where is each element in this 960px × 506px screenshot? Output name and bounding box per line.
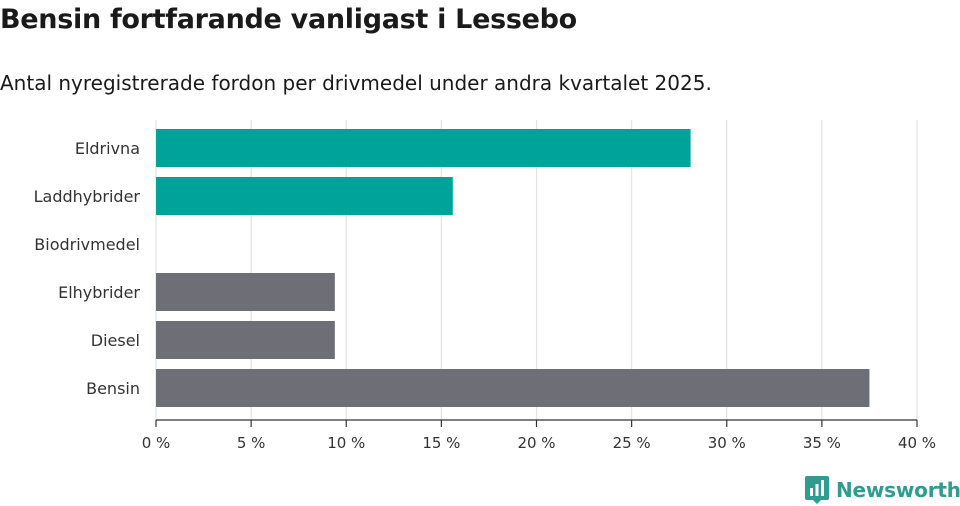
category-label: Eldrivna xyxy=(75,139,140,158)
x-tick-label: 15 % xyxy=(422,434,460,452)
x-tick-label: 0 % xyxy=(142,434,171,452)
bar xyxy=(156,129,691,167)
chart-title: Bensin fortfarande vanligast i Lessebo xyxy=(0,4,577,35)
x-tick-label: 30 % xyxy=(708,434,746,452)
category-label: Bensin xyxy=(86,379,140,398)
chart-subtitle: Antal nyregistrerade fordon per drivmede… xyxy=(0,71,712,95)
brand-name: Newsworthy xyxy=(836,478,960,502)
bar xyxy=(156,369,870,407)
bar-chart: Eldrivna Laddhybrider Biodrivmedel Elhybrid… xyxy=(34,120,936,452)
bar-chart-badge-icon xyxy=(805,476,829,504)
x-tick-label: 35 % xyxy=(803,434,841,452)
brand-logo: Newsworthy xyxy=(804,474,960,506)
category-label: Laddhybrider xyxy=(34,187,141,206)
x-tick-label: 25 % xyxy=(613,434,651,452)
x-tick-label: 40 % xyxy=(898,434,936,452)
x-tick-label: 5 % xyxy=(237,434,266,452)
category-label: Diesel xyxy=(91,331,140,350)
bar xyxy=(156,177,453,215)
x-tick-label: 20 % xyxy=(517,434,555,452)
category-label: Elhybrider xyxy=(58,283,140,302)
bar xyxy=(156,321,335,359)
category-label: Biodrivmedel xyxy=(34,235,140,254)
bar xyxy=(156,273,335,311)
x-tick-label: 10 % xyxy=(327,434,365,452)
